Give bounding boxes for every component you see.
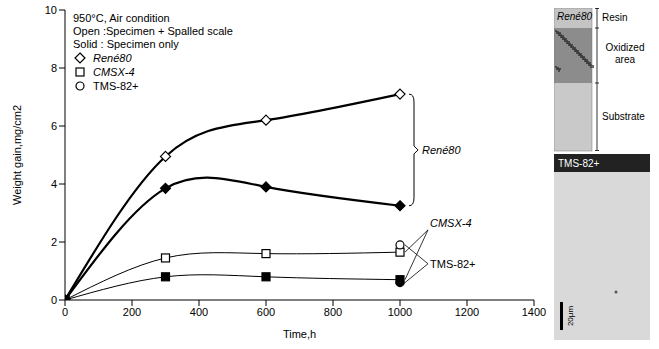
svg-text:René80: René80 [557, 11, 592, 22]
svg-text:10: 10 [45, 4, 57, 16]
html-text:CMSX-4: CMSX-4 [93, 65, 135, 78]
svg-text:800: 800 [324, 306, 342, 318]
svg-text:600: 600 [257, 306, 275, 318]
svg-text:0: 0 [62, 306, 68, 318]
svg-text:1200: 1200 [455, 306, 479, 318]
svg-text:1400: 1400 [522, 306, 546, 318]
html-text:950°C, Air condition: 950°C, Air condition [73, 12, 170, 24]
svg-text:6: 6 [51, 120, 57, 132]
svg-text:Substrate: Substrate [602, 111, 645, 122]
svg-text:20μm: 20μm [566, 306, 575, 327]
svg-text:8: 8 [51, 62, 57, 74]
html-text:Open :Specimen + Spalled scale: Open :Specimen + Spalled scale [73, 25, 233, 37]
html-text:TMS-82+: TMS-82+ [93, 79, 139, 92]
html-text:Solid : Specimen only: Solid : Specimen only [73, 38, 179, 50]
svg-text:René80: René80 [422, 144, 461, 156]
svg-text:Weight gain,mg/cm2: Weight gain,mg/cm2 [11, 105, 23, 205]
svg-text:TMS-82+: TMS-82+ [558, 158, 600, 169]
svg-text:0: 0 [51, 294, 57, 306]
svg-text:1000: 1000 [388, 306, 412, 318]
svg-text:2: 2 [51, 236, 57, 248]
svg-text:400: 400 [190, 306, 208, 318]
svg-text:CMSX-4: CMSX-4 [430, 217, 472, 229]
svg-text:Time,h: Time,h [283, 328, 316, 340]
svg-text:Resin: Resin [602, 12, 628, 23]
svg-text:4: 4 [51, 178, 57, 190]
svg-text:TMS-82+: TMS-82+ [430, 258, 476, 270]
svg-text:200: 200 [123, 306, 141, 318]
html-text:René80: René80 [93, 51, 132, 64]
html-text:Oxidized area: Oxidized area [605, 42, 645, 65]
